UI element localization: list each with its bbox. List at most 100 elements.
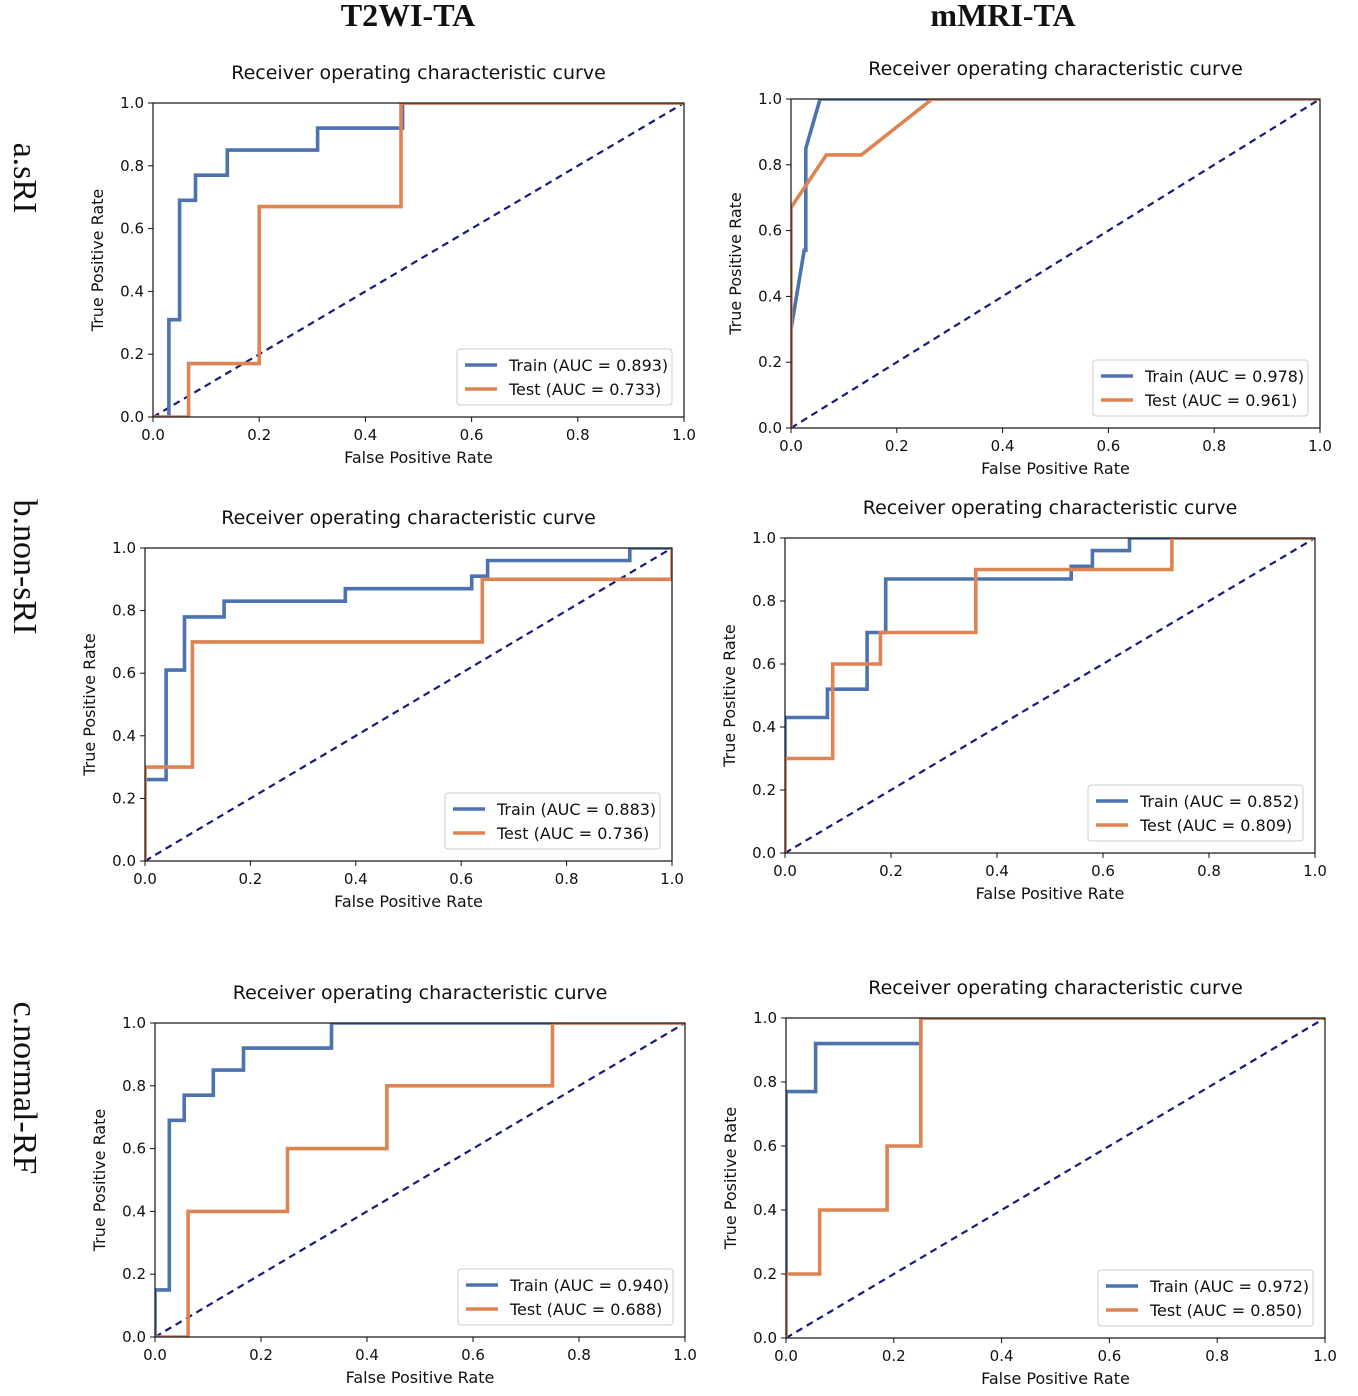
y-tick-label: 0.6 (758, 222, 782, 240)
y-tick-label: 1.0 (122, 1014, 146, 1032)
y-axis-label: True Positive Rate (721, 1107, 740, 1251)
y-tick-label: 0.8 (752, 592, 776, 610)
x-axis-label: False Positive Rate (344, 448, 493, 467)
y-tick-label: 0.0 (758, 419, 782, 437)
chance-line (155, 1023, 685, 1337)
x-tick-label: 0.0 (774, 1347, 798, 1365)
legend-test-label: Test (AUC = 0.809) (1139, 816, 1292, 835)
y-tick-label: 0.0 (753, 1329, 777, 1347)
x-axis-label: False Positive Rate (334, 892, 483, 911)
roc-chart-2: Receiver operating characteristic curve 0… (726, 58, 1332, 478)
x-tick-label: 1.0 (1303, 862, 1327, 880)
y-axis-label: True Positive Rate (720, 624, 739, 768)
x-tick-label: 1.0 (1308, 437, 1332, 455)
x-tick-label: 0.8 (1197, 862, 1221, 880)
legend-test-label: Test (AUC = 0.850) (1149, 1301, 1302, 1320)
y-tick-label: 1.0 (758, 90, 782, 108)
y-axis-label: True Positive Rate (88, 189, 107, 333)
chart-title: Receiver operating characteristic curve (868, 58, 1243, 80)
y-tick-label: 1.0 (752, 529, 776, 547)
plot-frame (790, 98, 1321, 429)
train-roc-line (155, 1023, 685, 1337)
x-tick-label: 0.6 (1096, 437, 1120, 455)
legend-test-label: Test (AUC = 0.961) (1144, 391, 1297, 410)
train-roc-line (145, 548, 672, 861)
legend-train-label: Train (AUC = 0.978) (1144, 367, 1304, 386)
y-tick-label: 0.0 (122, 1328, 146, 1346)
legend-train-label: Train (AUC = 0.940) (509, 1276, 669, 1295)
y-tick-label: 0.6 (122, 1140, 146, 1158)
x-axis-label: False Positive Rate (981, 1369, 1130, 1388)
y-tick-label: 0.0 (112, 852, 136, 870)
roc-chart-6: Receiver operating characteristic curve 0… (721, 977, 1337, 1388)
legend-box (1092, 359, 1309, 417)
plot-frame (785, 1017, 1326, 1339)
test-roc-line (145, 548, 672, 861)
x-tick-label: 0.2 (249, 1346, 273, 1364)
train-roc-line (791, 99, 1320, 428)
chart-title: Receiver operating characteristic curve (231, 62, 606, 84)
x-axis-label: False Positive Rate (976, 884, 1125, 903)
y-tick-label: 0.4 (112, 727, 136, 745)
x-tick-label: 1.0 (672, 426, 696, 444)
legend-box (456, 348, 673, 406)
x-tick-label: 0.8 (1205, 1347, 1229, 1365)
y-tick-label: 0.2 (758, 353, 782, 371)
row-label-a: a.sRI (6, 143, 43, 214)
chart-title: Receiver operating characteristic curve (868, 977, 1243, 999)
legend-box (444, 792, 661, 850)
row-label-c: c.normal-RF (6, 1002, 43, 1175)
y-tick-label: 0.8 (753, 1073, 777, 1091)
legend-box (1087, 784, 1304, 842)
train-roc-line (785, 538, 1315, 853)
y-axis-label: True Positive Rate (90, 1109, 109, 1253)
y-tick-label: 1.0 (112, 539, 136, 557)
y-tick-label: 0.6 (752, 655, 776, 673)
column-header-mmri: mMRI-TA (930, 0, 1075, 33)
legend-box (457, 1268, 674, 1326)
y-axis-label: True Positive Rate (80, 633, 99, 777)
x-tick-label: 1.0 (673, 1346, 697, 1364)
chance-line (785, 538, 1315, 853)
chart-title: Receiver operating characteristic curve (233, 982, 608, 1004)
plot-frame (154, 1022, 686, 1338)
y-tick-label: 0.2 (752, 781, 776, 799)
x-tick-label: 0.2 (885, 437, 909, 455)
charts-group: Receiver operating characteristic curve 0… (80, 58, 1337, 1388)
y-tick-label: 0.2 (112, 789, 136, 807)
x-tick-label: 0.2 (247, 426, 271, 444)
x-tick-label: 1.0 (1313, 1347, 1337, 1365)
column-header-t2wi: T2WI-TA (341, 0, 476, 33)
x-axis-label: False Positive Rate (346, 1368, 495, 1387)
x-tick-label: 0.4 (344, 870, 368, 888)
y-tick-label: 0.2 (120, 345, 144, 363)
legend-test-label: Test (AUC = 0.733) (508, 380, 661, 399)
x-tick-label: 0.6 (460, 426, 484, 444)
test-roc-line (791, 99, 1320, 428)
x-tick-label: 0.4 (353, 426, 377, 444)
x-tick-label: 0.6 (1097, 1347, 1121, 1365)
y-tick-label: 1.0 (120, 94, 144, 112)
legend-train-label: Train (AUC = 0.972) (1149, 1277, 1309, 1296)
y-tick-label: 0.8 (122, 1077, 146, 1095)
y-tick-label: 0.8 (120, 157, 144, 175)
y-tick-label: 0.4 (752, 718, 776, 736)
y-tick-label: 0.2 (122, 1265, 146, 1283)
x-tick-label: 0.4 (990, 1347, 1014, 1365)
y-tick-label: 0.0 (752, 844, 776, 862)
x-tick-label: 0.6 (1091, 862, 1115, 880)
x-tick-label: 0.6 (449, 870, 473, 888)
x-tick-label: 0.8 (566, 426, 590, 444)
chart-title: Receiver operating characteristic curve (221, 507, 596, 529)
legend-train-label: Train (AUC = 0.883) (496, 800, 656, 819)
y-tick-label: 0.0 (120, 408, 144, 426)
x-tick-label: 0.0 (143, 1346, 167, 1364)
x-tick-label: 0.8 (555, 870, 579, 888)
legend-box (1097, 1269, 1314, 1327)
x-tick-label: 0.2 (879, 862, 903, 880)
roc-chart-1: Receiver operating characteristic curve 0… (88, 62, 696, 467)
y-axis-label: True Positive Rate (726, 192, 745, 336)
legend-train-label: Train (AUC = 0.852) (1139, 792, 1299, 811)
test-roc-line (153, 103, 684, 417)
legend-train-label: Train (AUC = 0.893) (508, 356, 668, 375)
